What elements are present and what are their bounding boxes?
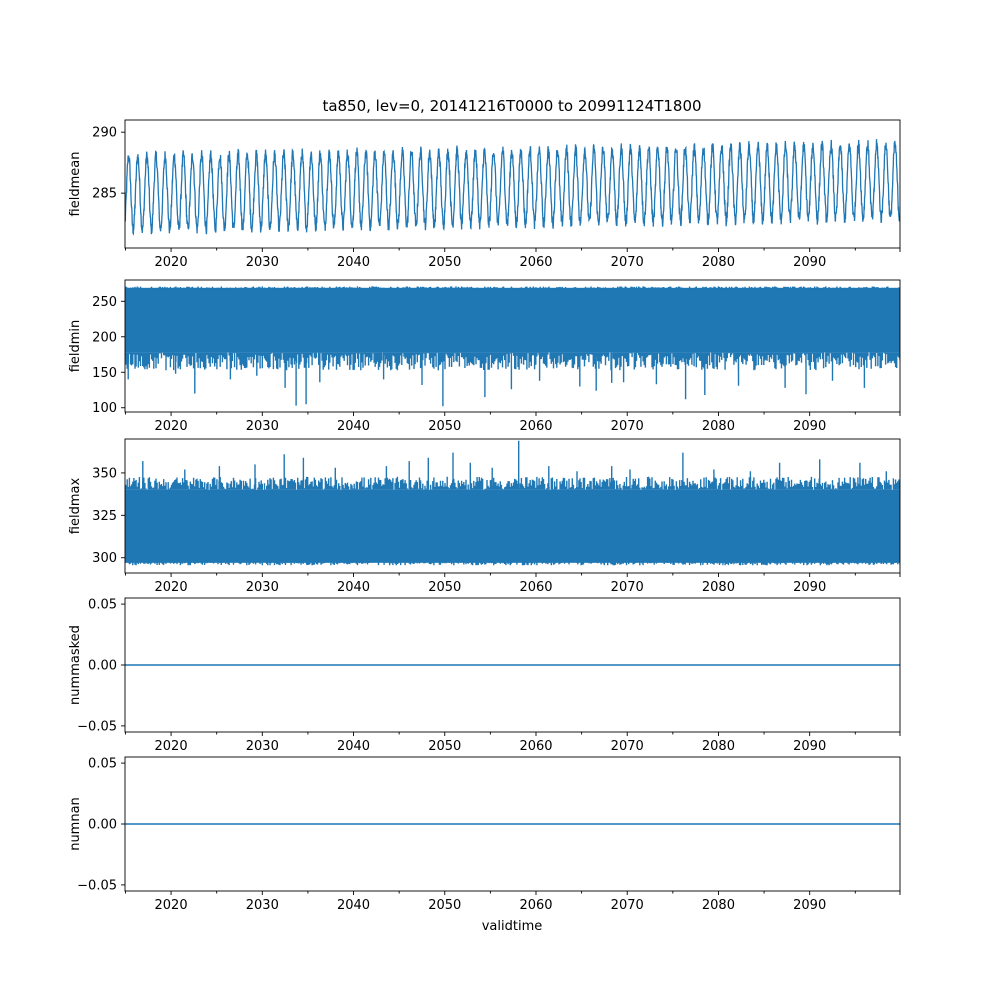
x-tick-label: 2040	[337, 898, 370, 913]
x-tick-label: 2090	[793, 255, 826, 270]
x-tick-label: 2030	[246, 419, 279, 434]
x-tick-label: 2080	[702, 739, 735, 754]
x-tick-label: 2040	[337, 739, 370, 754]
x-tick-label: 2050	[428, 739, 461, 754]
subplot-fieldmax: 300 325 350 2020 2030 2040 2050 2060 2070 2080 209…	[68, 438, 901, 595]
x-tick-label: 2030	[246, 898, 279, 913]
x-tick-label: 2060	[519, 898, 552, 913]
subplot-nummasked: −0.05 0.00 0.05 2020 2030 2040 2050 2060 2070 208…	[68, 597, 901, 754]
y-tick-label: 200	[92, 330, 117, 345]
x-tick-label: 2020	[155, 255, 188, 270]
y-tick-label: 250	[92, 295, 117, 310]
axes-frame	[124, 438, 901, 574]
x-tick-label: 2060	[519, 255, 552, 270]
y-axis-label: fieldmean	[68, 152, 83, 217]
y-tick-label: 0.00	[88, 659, 117, 674]
x-tick-label: 2040	[337, 580, 370, 595]
x-tick-label: 2020	[155, 898, 188, 913]
x-tick-label: 2040	[337, 419, 370, 434]
y-axis-label: fieldmin	[68, 320, 83, 373]
x-tick-label: 2060	[519, 419, 552, 434]
axes-frame	[124, 279, 901, 413]
y-tick-label: 300	[92, 551, 117, 566]
y-tick-label: 0.05	[88, 598, 117, 613]
y-tick-label: −0.05	[77, 719, 117, 734]
x-tick-label: 2020	[155, 419, 188, 434]
y-tick-label: 150	[92, 366, 117, 381]
y-axis-label: numnan	[68, 797, 83, 851]
x-tick-label: 2050	[428, 419, 461, 434]
x-tick-label: 2090	[793, 739, 826, 754]
series-line	[125, 440, 900, 566]
y-tick-label: 290	[92, 126, 117, 141]
subplot-fieldmin: 100 150 200 250 2020 2030 2040 2050 2060 2070 2080…	[68, 279, 901, 434]
chart-title: ta850, lev=0, 20141216T0000 to 20991124T…	[322, 97, 701, 115]
x-tick-label: 2070	[611, 898, 644, 913]
y-axis-label: fieldmax	[68, 478, 83, 535]
series-band	[125, 489, 900, 563]
x-tick-label: 2030	[246, 255, 279, 270]
y-tick-label: 350	[92, 466, 117, 481]
subplot-stack: 285 290 2020 2030 2040 2050 2060 2070 2080 2090 fi…	[68, 119, 901, 913]
x-axis-label: validtime	[482, 919, 543, 934]
x-tick-label: 2020	[155, 580, 188, 595]
x-tick-label: 2070	[611, 580, 644, 595]
x-tick-label: 2050	[428, 255, 461, 270]
x-tick-label: 2070	[611, 419, 644, 434]
y-tick-label: 100	[92, 401, 117, 416]
x-tick-label: 2090	[793, 898, 826, 913]
y-axis-label: nummasked	[68, 625, 83, 705]
x-tick-label: 2090	[793, 419, 826, 434]
x-tick-label: 2070	[611, 255, 644, 270]
x-tick-label: 2080	[702, 898, 735, 913]
y-tick-label: 0.00	[88, 818, 117, 833]
x-tick-label: 2080	[702, 255, 735, 270]
x-tick-label: 2080	[702, 419, 735, 434]
subplot-fieldmean: 285 290 2020 2030 2040 2050 2060 2070 2080 2090 fi…	[68, 119, 901, 270]
x-tick-label: 2060	[519, 739, 552, 754]
x-tick-label: 2030	[246, 580, 279, 595]
series-band	[125, 287, 900, 353]
x-tick-label: 2050	[428, 580, 461, 595]
y-tick-label: −0.05	[77, 878, 117, 893]
x-tick-label: 2050	[428, 898, 461, 913]
x-tick-label: 2070	[611, 739, 644, 754]
x-tick-label: 2060	[519, 580, 552, 595]
y-tick-label: 285	[92, 187, 117, 202]
x-tick-label: 2030	[246, 739, 279, 754]
y-tick-label: 0.05	[88, 757, 117, 772]
y-tick-label: 325	[92, 509, 117, 524]
axes-frame	[124, 119, 901, 249]
x-tick-label: 2040	[337, 255, 370, 270]
x-tick-label: 2080	[702, 580, 735, 595]
x-tick-label: 2090	[793, 580, 826, 595]
x-tick-label: 2020	[155, 739, 188, 754]
series-line	[125, 139, 900, 236]
subplot-numnan: −0.05 0.00 0.05 2020 2030 2040 2050 2060 2070 208…	[68, 756, 901, 913]
